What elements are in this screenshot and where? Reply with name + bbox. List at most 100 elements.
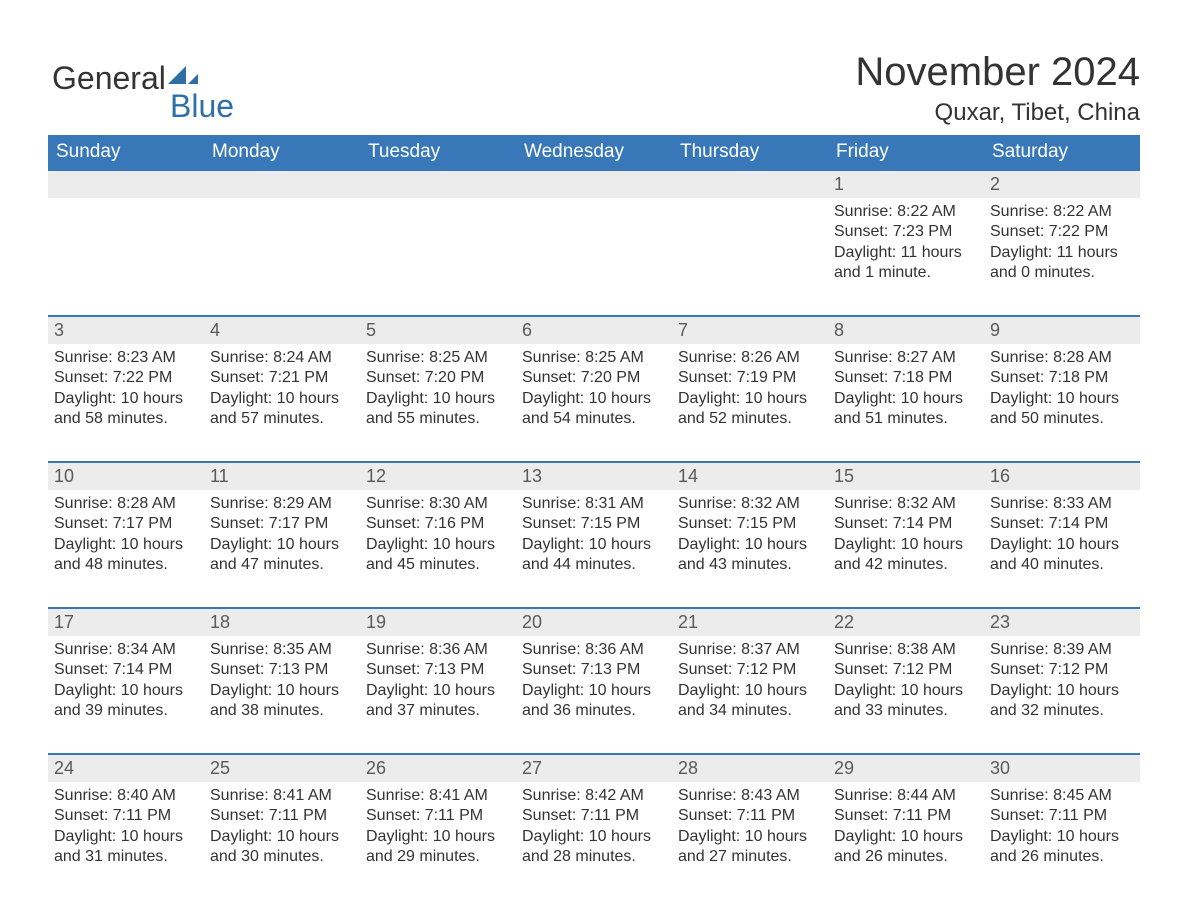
calendar-day-cell: 22Sunrise: 8:38 AMSunset: 7:12 PMDayligh… <box>828 607 984 753</box>
sunrise-text: Sunrise: 8:27 AM <box>834 348 978 368</box>
daylight-text: and 58 minutes. <box>54 409 198 429</box>
sunset-text: Sunset: 7:13 PM <box>522 660 666 680</box>
daylight-text: and 57 minutes. <box>210 409 354 429</box>
day-details <box>672 198 828 206</box>
daylight-text: Daylight: 10 hours <box>54 681 198 701</box>
daylight-text: Daylight: 10 hours <box>678 681 822 701</box>
day-number: 30 <box>984 753 1140 782</box>
calendar-day-cell: 23Sunrise: 8:39 AMSunset: 7:12 PMDayligh… <box>984 607 1140 753</box>
sunrise-text: Sunrise: 8:41 AM <box>366 786 510 806</box>
day-details: Sunrise: 8:22 AMSunset: 7:23 PMDaylight:… <box>828 198 984 288</box>
sunrise-text: Sunrise: 8:44 AM <box>834 786 978 806</box>
calendar-day-cell: 6Sunrise: 8:25 AMSunset: 7:20 PMDaylight… <box>516 315 672 461</box>
sunrise-text: Sunrise: 8:31 AM <box>522 494 666 514</box>
day-details: Sunrise: 8:45 AMSunset: 7:11 PMDaylight:… <box>984 782 1140 872</box>
sunrise-text: Sunrise: 8:41 AM <box>210 786 354 806</box>
daylight-text: Daylight: 10 hours <box>990 389 1134 409</box>
day-number: . <box>204 169 360 198</box>
daylight-text: and 1 minute. <box>834 263 978 283</box>
day-details: Sunrise: 8:36 AMSunset: 7:13 PMDaylight:… <box>516 636 672 726</box>
daylight-text: Daylight: 10 hours <box>210 681 354 701</box>
sunrise-sunset-calendar: Sunday Monday Tuesday Wednesday Thursday… <box>48 135 1140 899</box>
daylight-text: Daylight: 11 hours <box>990 243 1134 263</box>
calendar-week-row: 3Sunrise: 8:23 AMSunset: 7:22 PMDaylight… <box>48 315 1140 461</box>
weekday-header: Monday <box>204 135 360 169</box>
daylight-text: and 28 minutes. <box>522 847 666 867</box>
day-number: 28 <box>672 753 828 782</box>
daylight-text: and 26 minutes. <box>990 847 1134 867</box>
sunset-text: Sunset: 7:20 PM <box>522 368 666 388</box>
calendar-day-cell: 12Sunrise: 8:30 AMSunset: 7:16 PMDayligh… <box>360 461 516 607</box>
weekday-header-row: Sunday Monday Tuesday Wednesday Thursday… <box>48 135 1140 169</box>
daylight-text: Daylight: 10 hours <box>834 681 978 701</box>
sunrise-text: Sunrise: 8:35 AM <box>210 640 354 660</box>
sunrise-text: Sunrise: 8:38 AM <box>834 640 978 660</box>
calendar-day-cell: 18Sunrise: 8:35 AMSunset: 7:13 PMDayligh… <box>204 607 360 753</box>
day-details: Sunrise: 8:28 AMSunset: 7:17 PMDaylight:… <box>48 490 204 580</box>
calendar-day-cell: 1Sunrise: 8:22 AMSunset: 7:23 PMDaylight… <box>828 169 984 315</box>
day-number: 1 <box>828 169 984 198</box>
calendar-day-cell: . <box>360 169 516 315</box>
day-details: Sunrise: 8:42 AMSunset: 7:11 PMDaylight:… <box>516 782 672 872</box>
daylight-text: Daylight: 10 hours <box>366 681 510 701</box>
calendar-day-cell: 26Sunrise: 8:41 AMSunset: 7:11 PMDayligh… <box>360 753 516 899</box>
daylight-text: Daylight: 10 hours <box>366 389 510 409</box>
sunrise-text: Sunrise: 8:30 AM <box>366 494 510 514</box>
daylight-text: Daylight: 10 hours <box>990 535 1134 555</box>
weekday-header: Thursday <box>672 135 828 169</box>
daylight-text: Daylight: 10 hours <box>210 535 354 555</box>
sunrise-text: Sunrise: 8:36 AM <box>522 640 666 660</box>
sunset-text: Sunset: 7:20 PM <box>366 368 510 388</box>
calendar-day-cell: . <box>672 169 828 315</box>
day-details <box>48 198 204 206</box>
calendar-day-cell: 8Sunrise: 8:27 AMSunset: 7:18 PMDaylight… <box>828 315 984 461</box>
day-number: . <box>672 169 828 198</box>
daylight-text: and 43 minutes. <box>678 555 822 575</box>
calendar-week-row: .....1Sunrise: 8:22 AMSunset: 7:23 PMDay… <box>48 169 1140 315</box>
day-number: 18 <box>204 607 360 636</box>
sunset-text: Sunset: 7:22 PM <box>990 222 1134 242</box>
day-details: Sunrise: 8:38 AMSunset: 7:12 PMDaylight:… <box>828 636 984 726</box>
daylight-text: Daylight: 10 hours <box>210 827 354 847</box>
sunrise-text: Sunrise: 8:23 AM <box>54 348 198 368</box>
day-details: Sunrise: 8:36 AMSunset: 7:13 PMDaylight:… <box>360 636 516 726</box>
sunrise-text: Sunrise: 8:22 AM <box>834 202 978 222</box>
daylight-text: Daylight: 10 hours <box>990 827 1134 847</box>
day-details: Sunrise: 8:32 AMSunset: 7:14 PMDaylight:… <box>828 490 984 580</box>
sunset-text: Sunset: 7:14 PM <box>990 514 1134 534</box>
day-number: 13 <box>516 461 672 490</box>
day-number: . <box>360 169 516 198</box>
sunset-text: Sunset: 7:23 PM <box>834 222 978 242</box>
daylight-text: and 48 minutes. <box>54 555 198 575</box>
calendar-day-cell: 24Sunrise: 8:40 AMSunset: 7:11 PMDayligh… <box>48 753 204 899</box>
day-number: 24 <box>48 753 204 782</box>
day-number: . <box>48 169 204 198</box>
sunset-text: Sunset: 7:18 PM <box>990 368 1134 388</box>
daylight-text: and 33 minutes. <box>834 701 978 721</box>
weekday-header: Tuesday <box>360 135 516 169</box>
calendar-day-cell: 4Sunrise: 8:24 AMSunset: 7:21 PMDaylight… <box>204 315 360 461</box>
day-number: 5 <box>360 315 516 344</box>
daylight-text: Daylight: 10 hours <box>54 827 198 847</box>
daylight-text: and 29 minutes. <box>366 847 510 867</box>
daylight-text: and 52 minutes. <box>678 409 822 429</box>
daylight-text: and 37 minutes. <box>366 701 510 721</box>
day-number: 29 <box>828 753 984 782</box>
daylight-text: Daylight: 10 hours <box>366 535 510 555</box>
day-number: 23 <box>984 607 1140 636</box>
calendar-day-cell: 14Sunrise: 8:32 AMSunset: 7:15 PMDayligh… <box>672 461 828 607</box>
calendar-day-cell: 3Sunrise: 8:23 AMSunset: 7:22 PMDaylight… <box>48 315 204 461</box>
sunrise-text: Sunrise: 8:40 AM <box>54 786 198 806</box>
calendar-day-cell: 30Sunrise: 8:45 AMSunset: 7:11 PMDayligh… <box>984 753 1140 899</box>
sunset-text: Sunset: 7:17 PM <box>210 514 354 534</box>
daylight-text: and 44 minutes. <box>522 555 666 575</box>
daylight-text: and 30 minutes. <box>210 847 354 867</box>
day-details: Sunrise: 8:25 AMSunset: 7:20 PMDaylight:… <box>516 344 672 434</box>
sunset-text: Sunset: 7:11 PM <box>678 806 822 826</box>
calendar-day-cell: 21Sunrise: 8:37 AMSunset: 7:12 PMDayligh… <box>672 607 828 753</box>
day-number: 15 <box>828 461 984 490</box>
logo-text-blue: Blue <box>170 90 234 122</box>
calendar-day-cell: 25Sunrise: 8:41 AMSunset: 7:11 PMDayligh… <box>204 753 360 899</box>
day-details: Sunrise: 8:25 AMSunset: 7:20 PMDaylight:… <box>360 344 516 434</box>
daylight-text: Daylight: 10 hours <box>678 535 822 555</box>
